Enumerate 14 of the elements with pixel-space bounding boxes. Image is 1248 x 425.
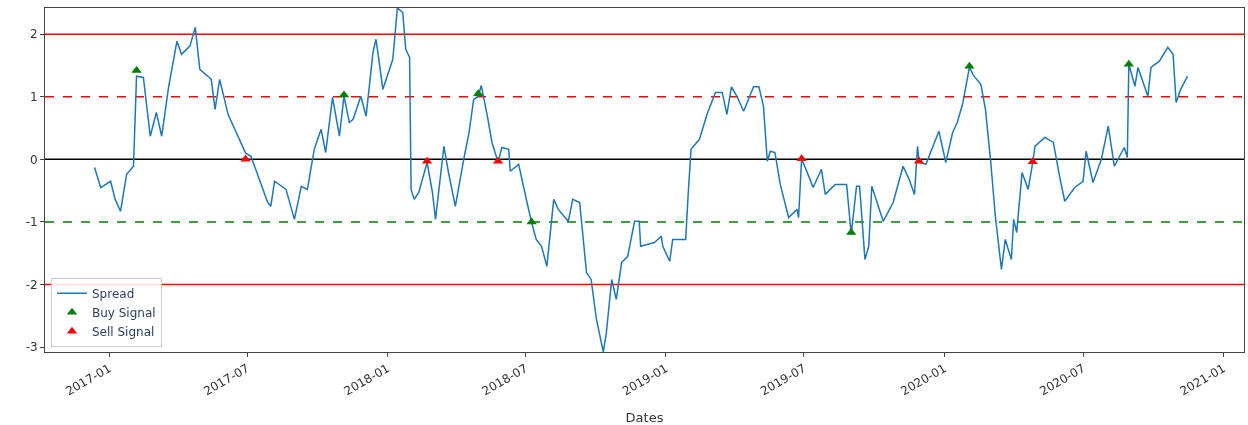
y-tick-label: -3 [25, 340, 38, 355]
line-series [93, 8, 1189, 352]
y-tick-label: -1 [25, 215, 38, 230]
legend-label: Spread [91, 287, 135, 302]
legend-label: Sell Signal [91, 325, 155, 340]
y-tick-label: 0 [29, 152, 38, 167]
y-tick-label: -2 [25, 277, 38, 292]
y-tick-label: 2 [29, 27, 38, 42]
x-axis-title: Dates [625, 409, 664, 425]
point [240, 154, 251, 162]
legend-label: Buy Signal [91, 306, 156, 321]
point [1027, 157, 1038, 165]
point [526, 217, 537, 225]
y-tick-label: 1 [29, 90, 38, 105]
